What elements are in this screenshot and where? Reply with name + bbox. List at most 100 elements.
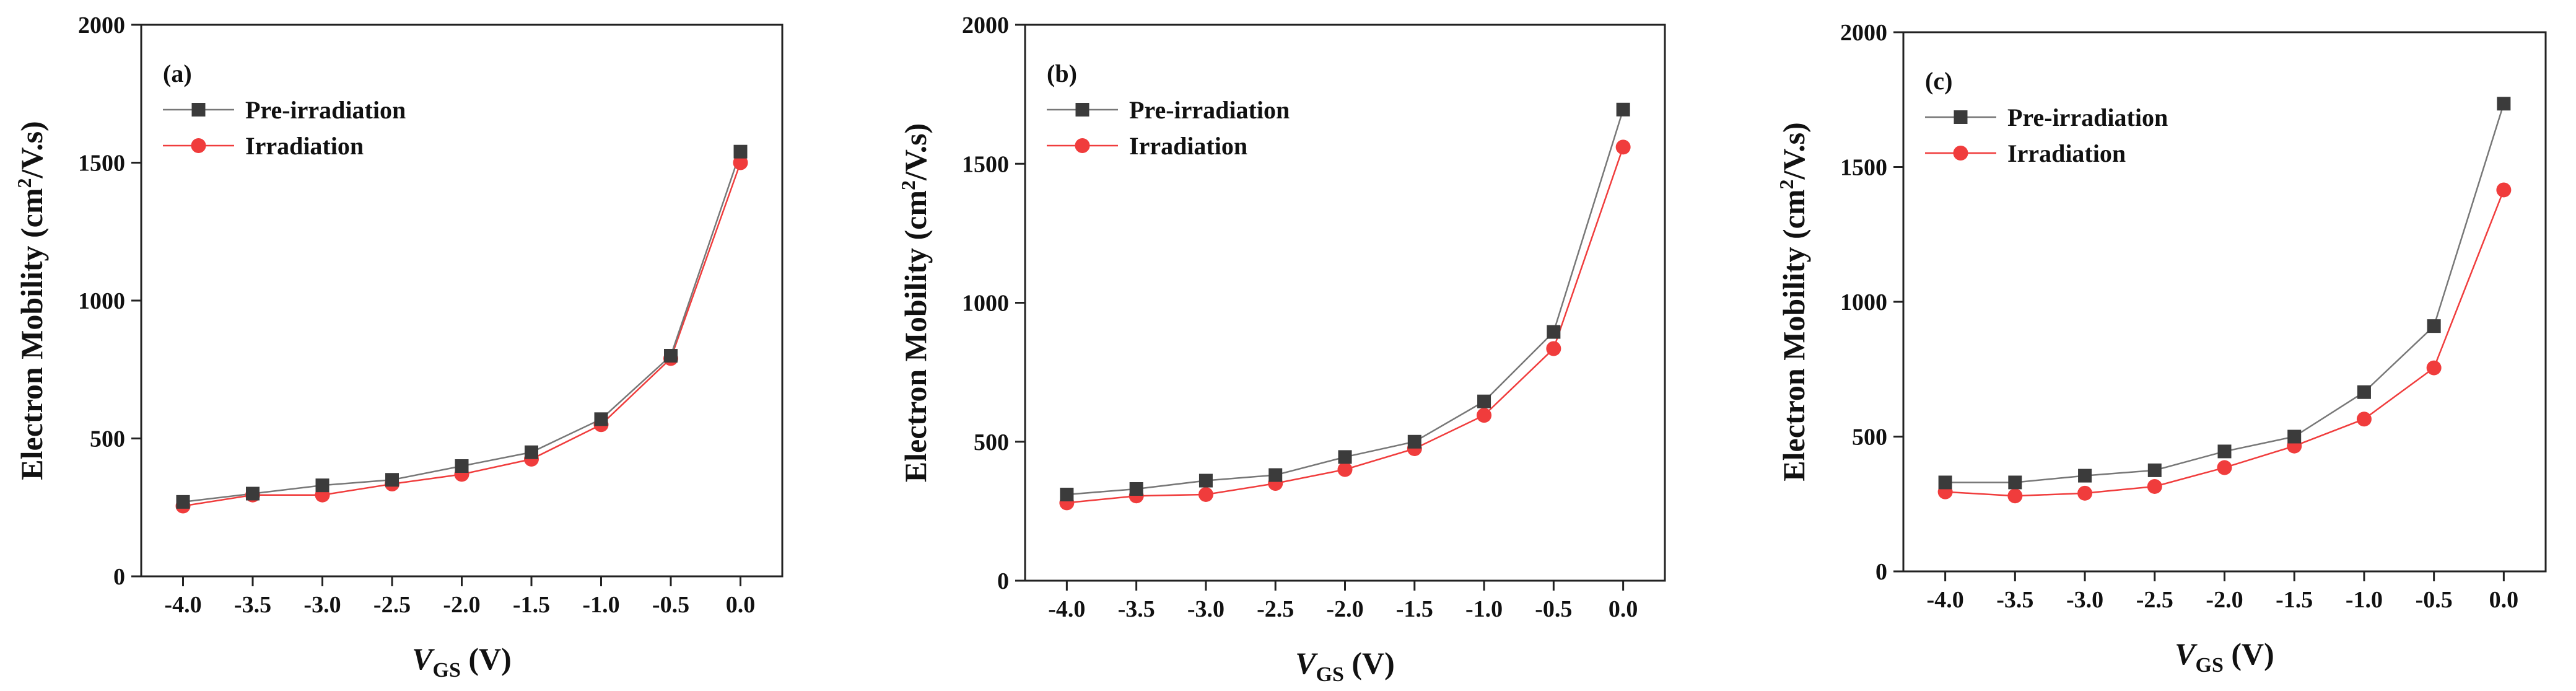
data-point-pre-irradiation [1338,450,1352,464]
data-point-irradiation [2426,360,2442,376]
data-point-pre-irradiation [525,445,538,459]
x-axis-title-var: V [1295,646,1318,680]
data-point-pre-irradiation [1060,487,1074,501]
x-axis-title-var: V [412,641,435,676]
data-point-pre-irradiation [1129,482,1143,496]
y-axis-title-tail: /V.s) [1776,122,1811,180]
data-point-pre-irradiation [733,144,748,159]
data-point-pre-irradiation [1616,102,1630,117]
x-axis-title-unit: (V) [1344,646,1395,680]
data-point-pre-irradiation [1268,468,1283,482]
data-point-pre-irradiation [2217,444,2232,459]
y-tick-label: 1500 [962,151,1009,177]
y-axis-title-sup: 2 [13,178,35,188]
panel-label: (c) [1925,67,1952,95]
y-axis-title-sup: 2 [897,180,919,190]
x-axis-title-sub: GS [2196,654,2224,677]
data-point-pre-irradiation [1547,325,1561,339]
data-point-pre-irradiation [1477,394,1491,408]
data-point-irradiation [2077,485,2093,501]
data-point-pre-irradiation [2147,463,2162,477]
panel-a: 0 500 1000 1500 2000 -4.0 -3.5 -3.0 -2.5 -2.0 -1.5… [13,12,784,682]
data-point-irradiation [733,155,748,170]
data-point-pre-irradiation [2427,319,2441,333]
data-point-pre-irradiation [176,495,190,509]
data-point-irradiation [2147,478,2162,494]
data-point-pre-irradiation [1198,473,1213,488]
x-tick-label: -4.0 [1048,596,1085,622]
x-tick-label: -2.0 [443,592,480,618]
y-tick-label: 1500 [78,151,125,177]
x-axis-title-sub: GS [1316,663,1344,686]
data-point-pre-irradiation [1407,434,1421,449]
legend-marker-pre-irradiation [1075,103,1089,117]
data-point-irradiation [2496,182,2512,198]
data-point-pre-irradiation [2078,469,2092,483]
data-point-pre-irradiation [2357,385,2371,399]
x-tick-label: 0.0 [2489,587,2519,613]
legend-marker-irradiation [1075,138,1090,153]
legend-label-pre-irradiation: Pre-irradiation [1129,96,1290,124]
y-axis-title: Electron Mobility (cm2/V.s) [1775,122,1811,481]
y-tick-label: 1500 [1840,155,1887,181]
panel-label: (b) [1047,59,1077,87]
y-tick-label: 2000 [962,12,1009,38]
x-tick-label: -3.0 [303,592,341,618]
data-point-pre-irradiation [2008,475,2022,490]
y-tick-label: 0 [1875,559,1887,585]
y-tick-label: 0 [997,568,1009,594]
x-tick-label: -1.5 [1396,596,1433,622]
legend-label-irradiation: Irradiation [2007,139,2126,167]
y-axis-title-main: Electron Mobility (cm [898,190,933,482]
x-tick-label: -4.0 [164,592,201,618]
data-point-irradiation [1546,341,1561,356]
x-tick-label: -0.5 [1535,596,1572,622]
data-point-pre-irradiation [455,459,469,473]
x-tick-label: -1.0 [1465,596,1503,622]
x-tick-label: 0.0 [726,592,756,618]
data-point-irradiation [2217,460,2232,475]
x-tick-label: 0.0 [1609,596,1638,622]
legend-label-pre-irradiation: Pre-irradiation [2007,103,2168,131]
y-axis-title-tail: /V.s) [14,121,49,178]
x-tick-label: -3.5 [1996,587,2033,613]
y-axis-title: Electron Mobility (cm2/V.s) [897,123,933,482]
x-tick-label: -3.5 [234,592,271,618]
legend-label-pre-irradiation: Pre-irradiation [245,96,406,124]
y-tick-label: 2000 [78,12,125,38]
data-point-pre-irradiation [246,486,260,501]
data-point-irradiation [2007,488,2023,504]
y-tick-label: 500 [974,429,1009,456]
legend-marker-pre-irradiation [1954,110,1968,124]
x-tick-label: -2.5 [373,592,411,618]
panel-c: 0 500 1000 1500 2000 -4.0 -3.5 -3.0 -2.5 -2.0 -1.5… [1775,20,2547,677]
x-tick-label: -3.0 [2066,587,2103,613]
y-tick-label: 500 [1852,425,1887,451]
data-point-irradiation [1198,486,1213,502]
x-tick-label: -3.5 [1118,596,1155,622]
x-tick-label: -3.0 [1187,596,1225,622]
data-point-pre-irradiation [315,478,330,493]
y-axis-title-sup: 2 [1775,179,1797,189]
x-tick-label: -2.5 [1257,596,1294,622]
x-tick-label: -1.5 [2276,587,2313,613]
x-tick-label: -1.0 [2346,587,2383,613]
y-axis-title-main: Electron Mobility (cm [1776,189,1811,481]
x-axis-title-unit: (V) [2224,636,2274,671]
y-tick-label: 1000 [1840,289,1887,315]
legend-label-irradiation: Irradiation [245,132,364,160]
x-axis-title-unit: (V) [461,641,512,676]
data-point-irradiation [1337,462,1353,477]
legend-label-irradiation: Irradiation [1129,132,1247,160]
y-tick-label: 1000 [78,288,125,314]
x-axis-title: VGS (V) [412,641,512,682]
x-axis-title: VGS (V) [1295,646,1395,686]
y-tick-label: 500 [90,426,125,452]
panel-b: 0 500 1000 1500 2000 -4.0 -3.5 -3.0 -2.5 -2.0 -1.5… [897,12,1666,686]
x-tick-label: -0.5 [2416,587,2453,613]
y-axis-title-main: Electron Mobility (cm [14,188,49,480]
y-axis-title-tail: /V.s) [898,123,933,181]
x-tick-label: -0.5 [652,592,689,618]
data-point-pre-irradiation [385,473,399,487]
